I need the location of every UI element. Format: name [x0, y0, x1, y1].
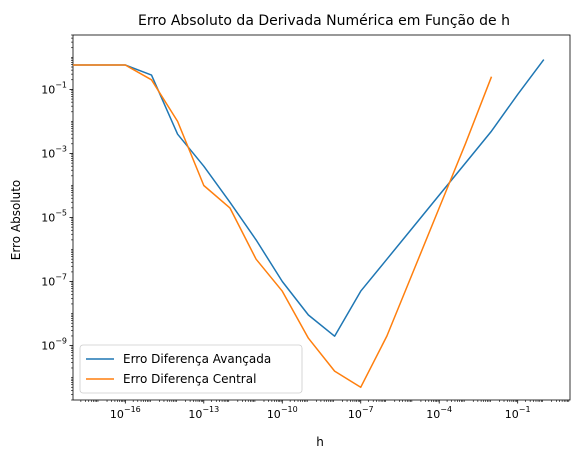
x-tick-label: 10−7: [348, 405, 374, 421]
y-tick-label: 10−9: [41, 337, 67, 353]
x-axis-title: h: [316, 435, 324, 449]
x-tick-label: 10−16: [110, 405, 141, 421]
y-tick-label: 10−7: [41, 273, 67, 289]
x-tick-label: 10−13: [188, 405, 219, 421]
y-axis-title: Erro Absoluto: [9, 180, 23, 261]
x-tick-label: 10−1: [505, 405, 531, 421]
legend-label: Erro Diferença Central: [123, 372, 256, 386]
plot-area: 10−16 10−13 10−10 10−7 10−4 10−1 10−1 10−3 10−5 1…: [41, 34, 571, 421]
legend-box: [79, 344, 303, 394]
y-tick-label: 10−1: [41, 80, 67, 96]
legend: Erro Diferença Avançada Erro Diferença Ce…: [79, 344, 303, 394]
y-tick-label: 10−5: [41, 209, 67, 225]
x-tick-label: 10−10: [267, 405, 298, 421]
x-tick-label: 10−4: [426, 405, 452, 421]
series-line-0: [73, 59, 545, 337]
y-tick-label: 10−3: [41, 144, 67, 160]
series-line-1: [73, 64, 493, 389]
legend-label: Erro Diferença Avançada: [123, 352, 271, 366]
chart-title: Erro Absoluto da Derivada Numérica em Fu…: [138, 13, 510, 29]
